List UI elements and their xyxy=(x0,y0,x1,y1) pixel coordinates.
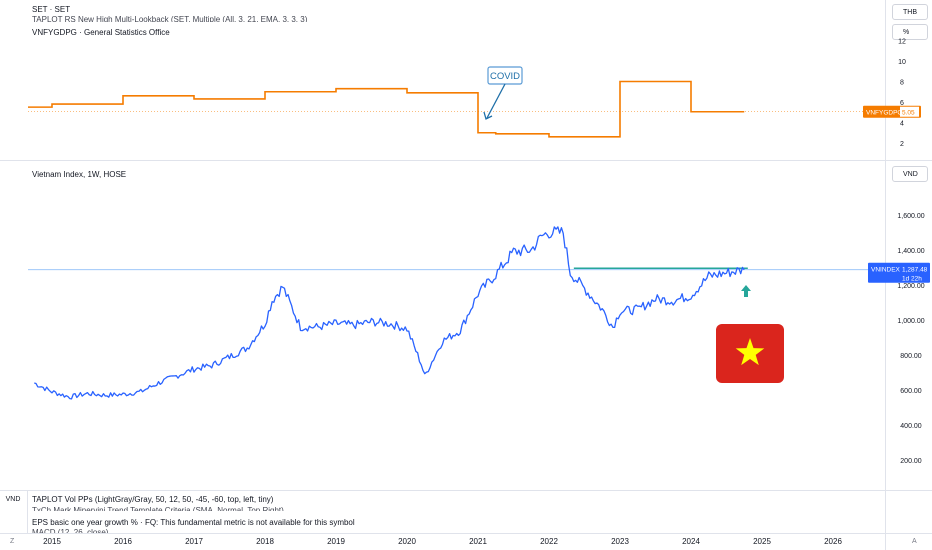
gdp-price-tag-name: VNFYGDPG xyxy=(866,110,902,117)
up-arrow-icon xyxy=(741,285,751,297)
x-tick-label: 2016 xyxy=(114,537,132,546)
corner-label-right[interactable]: A xyxy=(912,538,917,545)
legend-set[interactable]: SET · SET xyxy=(32,5,71,14)
legend-vnindex[interactable]: Vietnam Index, 1W, HOSE xyxy=(32,170,127,179)
x-tick-label: 2025 xyxy=(753,537,771,546)
x-tick-label: 2020 xyxy=(398,537,416,546)
currency-unit-vnd[interactable]: VND xyxy=(892,166,928,182)
vnindex-y-tick-label: 1,400.00 xyxy=(897,248,924,255)
vnindex-price-tag-value: 1,287.48 xyxy=(902,267,928,274)
legend-vol-pps[interactable]: TAPLOT Vol PPs (LightGray/Gray, 50, 12, … xyxy=(32,495,274,504)
unit-percent[interactable]: % xyxy=(892,24,928,40)
pane-separator xyxy=(0,160,932,161)
covid-callout-text: COVID xyxy=(490,71,520,82)
gdp-y-tick-label: 8 xyxy=(900,80,904,87)
legend-gdp[interactable]: VNFYGDPG · General Statistics Office xyxy=(32,28,170,37)
time-axis[interactable]: 2015 2016 2017 2018 2019 2020 2021 2022 2023 2024… xyxy=(0,537,932,549)
vnindex-y-tick-label: 1,600.00 xyxy=(897,213,924,220)
legend-taplot-rs[interactable]: TAPLOT RS New High Multi-Lookback (SET, … xyxy=(32,15,308,22)
x-tick-label: 2019 xyxy=(327,537,345,546)
x-tick-label: 2022 xyxy=(540,537,558,546)
x-tick-label: 2018 xyxy=(256,537,274,546)
vnindex-series-line xyxy=(34,226,745,400)
gdp-chart: 12 10 8 6 4 2 VNFYGDPG 5.05 COVID xyxy=(28,39,921,148)
vnindex-y-tick-label: 600.00 xyxy=(900,388,922,395)
x-tick-label: 2026 xyxy=(824,537,842,546)
gdp-y-tick-label: 6 xyxy=(900,100,904,107)
gdp-series-line xyxy=(28,80,745,138)
vnindex-y-tick-label: 400.00 xyxy=(900,423,922,430)
gdp-price-tag-value-bg xyxy=(900,106,919,117)
covid-callout-arrow xyxy=(486,83,506,119)
x-tick-label: 2023 xyxy=(611,537,629,546)
currency-unit-thb[interactable]: THB xyxy=(892,4,928,20)
flag-star-icon xyxy=(735,338,765,366)
gdp-y-tick-label: 10 xyxy=(898,59,906,66)
vnindex-chart: 1,600.00 1,400.00 1,200.00 1,000.00 800.00 60… xyxy=(28,213,930,465)
gdp-y-tick-label: 12 xyxy=(898,39,906,46)
vnindex-y-tick-label: 800.00 xyxy=(900,353,922,360)
vnindex-y-tick-label: 200.00 xyxy=(900,458,922,465)
x-tick-label: 2021 xyxy=(469,537,487,546)
bottom-side-label: VND xyxy=(5,496,21,503)
gdp-y-tick-label: 2 xyxy=(900,141,904,148)
vnindex-y-tick-label: 1,200.00 xyxy=(897,283,924,290)
legend-minervini[interactable]: TxCh Mark Minervini Trend Template Crite… xyxy=(32,506,284,511)
pane-separator xyxy=(0,533,932,534)
bottom-left-border xyxy=(27,490,28,533)
corner-label-left[interactable]: Z xyxy=(10,538,15,545)
pane-separator xyxy=(0,490,932,491)
x-tick-label: 2024 xyxy=(682,537,700,546)
gdp-y-tick-label: 4 xyxy=(900,121,904,128)
legend-eps[interactable]: EPS basic one year growth % · FQ: This f… xyxy=(32,518,355,527)
covid-callout-arrowhead xyxy=(483,111,493,120)
vnindex-price-tag-sub: 1d 22h xyxy=(902,276,922,283)
vnindex-price-tag xyxy=(868,262,930,283)
x-tick-label: 2015 xyxy=(43,537,61,546)
x-tick-label: 2017 xyxy=(185,537,203,546)
legend-macd[interactable]: MACD (12, 26, close) xyxy=(32,528,109,533)
gdp-price-tag-value: 5.05 xyxy=(902,110,915,117)
vnindex-price-tag-name: VNINDEX xyxy=(871,267,901,274)
vnindex-y-tick-label: 1,000.00 xyxy=(897,318,924,325)
